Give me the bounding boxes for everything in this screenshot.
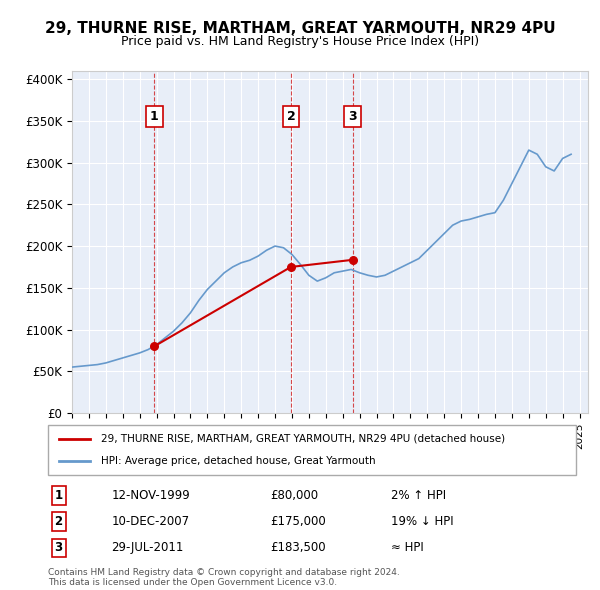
Text: 19% ↓ HPI: 19% ↓ HPI: [391, 515, 454, 528]
Point: [286, 262, 296, 271]
Text: HPI: Average price, detached house, Great Yarmouth: HPI: Average price, detached house, Grea…: [101, 456, 376, 466]
Text: This data is licensed under the Open Government Licence v3.0.: This data is licensed under the Open Gov…: [48, 578, 337, 587]
Text: 2% ↑ HPI: 2% ↑ HPI: [391, 489, 446, 502]
Text: 1: 1: [55, 489, 62, 502]
Point: [348, 255, 358, 264]
Text: 3: 3: [55, 542, 62, 555]
Text: £183,500: £183,500: [270, 542, 325, 555]
Text: 1: 1: [150, 110, 159, 123]
Point: [149, 342, 159, 351]
Text: Price paid vs. HM Land Registry's House Price Index (HPI): Price paid vs. HM Land Registry's House …: [121, 35, 479, 48]
FancyBboxPatch shape: [48, 425, 576, 475]
Text: £175,000: £175,000: [270, 515, 326, 528]
Text: 10-DEC-2007: 10-DEC-2007: [112, 515, 190, 528]
Text: Contains HM Land Registry data © Crown copyright and database right 2024.: Contains HM Land Registry data © Crown c…: [48, 568, 400, 576]
Text: 12-NOV-1999: 12-NOV-1999: [112, 489, 190, 502]
Text: 29-JUL-2011: 29-JUL-2011: [112, 542, 184, 555]
Text: 29, THURNE RISE, MARTHAM, GREAT YARMOUTH, NR29 4PU: 29, THURNE RISE, MARTHAM, GREAT YARMOUTH…: [44, 21, 556, 35]
Text: ≈ HPI: ≈ HPI: [391, 542, 424, 555]
Text: 3: 3: [348, 110, 357, 123]
Text: £80,000: £80,000: [270, 489, 318, 502]
Text: 29, THURNE RISE, MARTHAM, GREAT YARMOUTH, NR29 4PU (detached house): 29, THURNE RISE, MARTHAM, GREAT YARMOUTH…: [101, 434, 505, 444]
Text: 2: 2: [287, 110, 295, 123]
Text: 2: 2: [55, 515, 62, 528]
